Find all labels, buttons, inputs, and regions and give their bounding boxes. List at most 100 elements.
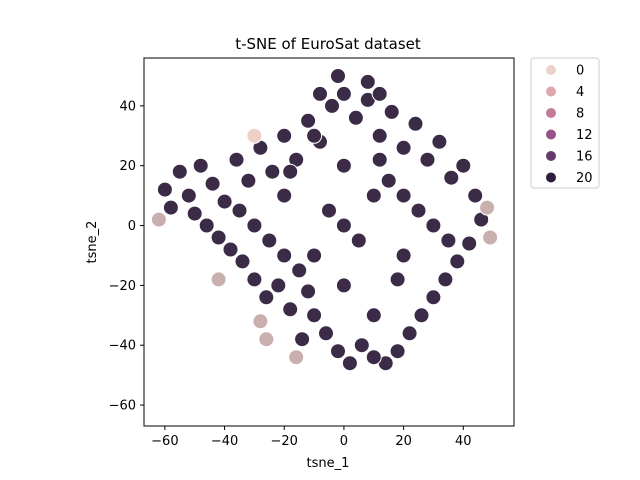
x-tick-label: 0: [340, 434, 348, 449]
data-point: [276, 247, 293, 264]
data-point: [291, 262, 308, 279]
data-point: [306, 127, 323, 144]
data-point: [359, 73, 376, 90]
data-point: [347, 109, 364, 126]
data-point: [150, 211, 167, 228]
data-point: [371, 151, 388, 168]
legend-marker: [545, 171, 557, 184]
legend-label: 20: [576, 171, 593, 186]
points-layer: [150, 68, 499, 372]
data-point: [321, 202, 337, 219]
data-point: [300, 112, 317, 129]
data-point: [210, 229, 227, 246]
data-point: [270, 277, 287, 294]
data-point: [365, 307, 382, 324]
x-tick-label: 40: [455, 434, 472, 449]
x-tick-label: −20: [271, 434, 298, 449]
legend-label: 0: [576, 64, 584, 79]
data-point: [276, 127, 293, 144]
data-point: [335, 85, 352, 102]
x-tick-label: −60: [151, 434, 178, 449]
legend-marker: [545, 128, 557, 141]
legend-marker: [545, 150, 557, 162]
data-point: [383, 103, 400, 120]
data-point: [395, 139, 412, 156]
data-point: [350, 232, 367, 249]
y-tick-label: −40: [109, 339, 136, 354]
data-point: [365, 187, 382, 204]
data-point: [246, 217, 263, 234]
legend-marker: [545, 107, 557, 119]
data-point: [443, 169, 460, 186]
data-point: [231, 202, 248, 219]
legend-label: 4: [576, 85, 584, 100]
data-point: [306, 307, 323, 324]
data-point: [294, 331, 311, 348]
data-point: [228, 151, 245, 168]
legend-label: 8: [576, 107, 584, 122]
data-point: [413, 307, 430, 324]
data-point: [306, 247, 323, 264]
data-point: [330, 343, 346, 360]
data-point: [258, 331, 275, 348]
y-tick-label: 20: [119, 159, 136, 174]
data-point: [389, 343, 406, 360]
data-point: [171, 163, 188, 180]
data-point: [330, 68, 346, 84]
data-point: [425, 217, 442, 234]
y-tick-label: −60: [109, 399, 136, 414]
legend-marker: [545, 64, 557, 76]
data-point: [440, 232, 457, 249]
y-tick-label: 40: [119, 99, 136, 114]
data-point: [467, 187, 484, 204]
data-point: [431, 133, 448, 150]
data-point: [380, 172, 397, 189]
data-point: [410, 202, 427, 219]
data-point: [407, 115, 424, 132]
data-point: [365, 349, 382, 366]
data-point: [353, 337, 370, 354]
data-point: [264, 163, 281, 180]
data-point: [312, 85, 328, 102]
data-point: [261, 232, 278, 249]
data-point: [341, 355, 358, 372]
x-axis-label: tsne_1: [307, 456, 350, 471]
chart-title: t-SNE of EuroSat dataset: [235, 35, 421, 53]
x-tick-label: −40: [211, 434, 238, 449]
data-point: [258, 289, 275, 306]
data-point: [210, 271, 227, 288]
data-point: [318, 325, 334, 342]
data-point: [455, 157, 472, 174]
data-point: [156, 181, 173, 198]
data-point: [276, 187, 293, 204]
data-point: [482, 229, 499, 246]
data-point: [282, 163, 299, 180]
data-point: [371, 85, 388, 102]
data-point: [204, 175, 221, 192]
y-axis: −60 −40 −20 0 20 40: [109, 99, 144, 414]
plot-area-frame: [143, 57, 515, 427]
data-point: [401, 325, 418, 342]
y-axis-label: tsne_2: [85, 221, 100, 264]
data-point: [234, 253, 251, 270]
data-point: [389, 271, 406, 288]
data-point: [300, 283, 317, 300]
data-point: [192, 157, 209, 174]
data-point: [419, 151, 436, 168]
legend-label: 16: [576, 150, 593, 165]
data-point: [425, 289, 442, 306]
data-point: [449, 253, 466, 270]
data-point: [461, 235, 478, 252]
y-tick-label: 0: [128, 219, 136, 234]
data-point: [335, 157, 352, 174]
legend: 0 4 8 12 16 20: [530, 57, 600, 189]
legend-frame: [530, 57, 600, 189]
data-point: [371, 127, 388, 144]
data-point: [252, 313, 269, 330]
legend-label: 12: [576, 128, 593, 143]
data-point: [437, 271, 454, 288]
data-point: [198, 217, 215, 234]
data-point: [216, 193, 233, 210]
data-point: [288, 349, 305, 366]
